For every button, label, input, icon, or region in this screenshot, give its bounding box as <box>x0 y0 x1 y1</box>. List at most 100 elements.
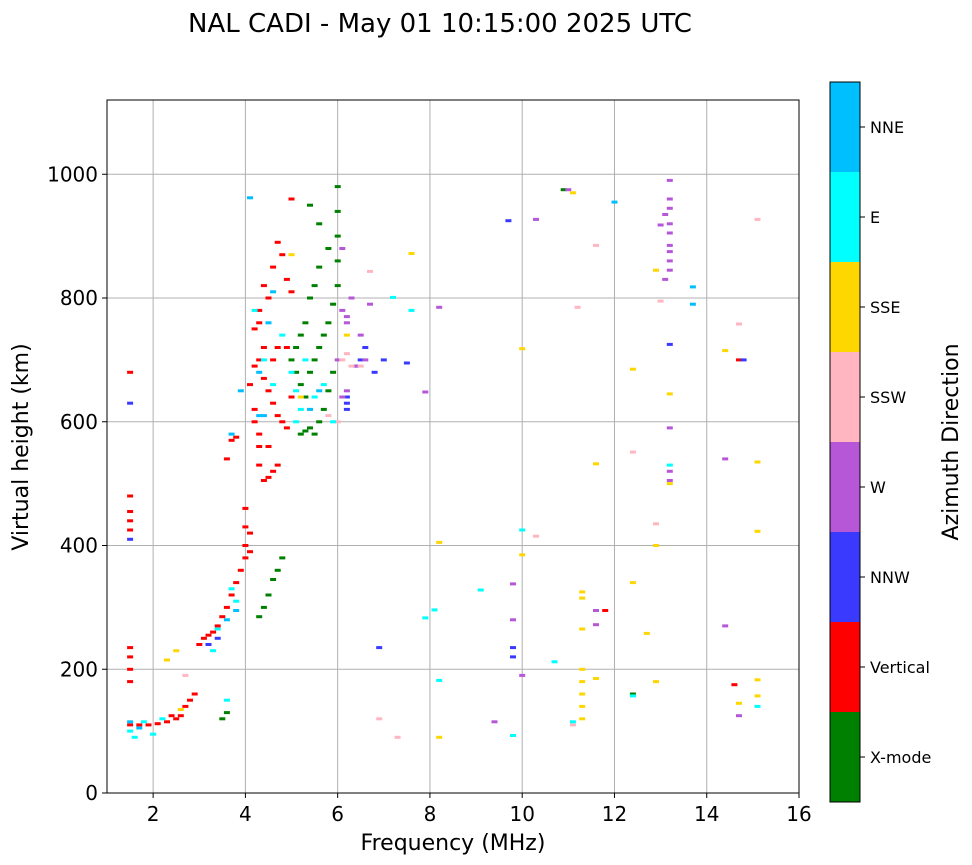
data-point <box>131 735 138 739</box>
y-tick-label: 1000 <box>47 162 98 186</box>
data-point <box>200 636 207 640</box>
colorbar-segment <box>830 622 860 712</box>
data-point <box>754 217 761 221</box>
data-point <box>260 414 267 418</box>
data-point <box>371 370 378 374</box>
data-point <box>666 206 673 210</box>
y-axis-label: Virtual height (km) <box>9 343 34 550</box>
data-point <box>233 609 240 612</box>
data-point <box>325 389 332 393</box>
data-point <box>251 420 258 424</box>
data-point <box>270 383 277 387</box>
data-point <box>274 346 281 349</box>
data-point <box>666 463 673 467</box>
data-point <box>233 435 240 439</box>
data-point <box>297 395 304 399</box>
colorbar-tick-label: NNE <box>870 118 904 137</box>
data-point <box>579 590 586 594</box>
data-point <box>274 414 281 418</box>
data-point <box>297 432 304 436</box>
data-point <box>367 302 373 306</box>
colorbar-tick-label: E <box>870 208 880 227</box>
data-point <box>247 383 253 387</box>
data-point <box>722 349 729 353</box>
data-point <box>242 556 249 560</box>
data-point <box>408 308 415 312</box>
data-point <box>653 544 659 547</box>
colorbar-tick-label: NNW <box>870 568 910 587</box>
colorbar-tick-label: X-mode <box>870 748 931 767</box>
data-point <box>127 510 134 513</box>
data-point <box>579 717 586 721</box>
data-point <box>574 305 581 309</box>
data-point <box>237 389 244 393</box>
data-point <box>334 209 341 213</box>
data-point <box>247 196 253 200</box>
data-point <box>256 370 263 374</box>
data-point <box>127 494 134 498</box>
data-point <box>297 407 304 411</box>
data-point <box>251 327 258 331</box>
data-point <box>219 615 226 619</box>
data-point <box>394 735 401 739</box>
data-point <box>569 723 576 727</box>
data-point <box>593 609 599 612</box>
data-point <box>339 308 346 312</box>
y-axis-ticks: 0 200 400 600 800 1000 <box>47 162 107 805</box>
data-point <box>164 658 170 662</box>
data-point <box>666 243 673 247</box>
data-point <box>736 701 742 705</box>
data-point <box>223 605 230 609</box>
data-point <box>533 217 539 221</box>
data-point <box>666 197 673 201</box>
data-point <box>653 680 659 684</box>
data-point <box>629 694 636 698</box>
data-point <box>274 240 281 244</box>
data-point <box>533 534 539 538</box>
data-point <box>560 188 567 192</box>
data-point <box>260 284 267 288</box>
data-point <box>256 445 263 448</box>
data-point <box>251 364 258 368</box>
data-point <box>579 680 586 684</box>
data-point <box>228 593 235 597</box>
data-point <box>666 469 673 473</box>
data-point <box>662 213 669 216</box>
data-point <box>288 290 295 294</box>
plot-frame <box>106 99 800 794</box>
data-point <box>260 605 267 609</box>
data-point <box>140 720 147 724</box>
data-point <box>689 302 696 306</box>
x-tick-label: 16 <box>786 802 811 826</box>
data-point <box>260 346 267 349</box>
data-point <box>256 358 263 362</box>
data-point <box>297 383 304 387</box>
data-point <box>362 358 369 362</box>
data-point <box>127 655 134 659</box>
data-point <box>579 627 586 631</box>
y-tick-label: 400 <box>60 534 98 558</box>
data-point <box>270 578 277 581</box>
data-point <box>569 720 576 724</box>
data-point <box>666 342 673 346</box>
data-point <box>376 646 383 650</box>
data-point <box>283 277 290 281</box>
data-point <box>611 200 618 204</box>
colorbar-segment <box>830 82 860 172</box>
data-point <box>279 556 286 560</box>
data-point <box>307 426 313 430</box>
data-point <box>311 395 318 399</box>
data-point <box>242 525 249 529</box>
data-point <box>362 346 369 349</box>
data-point <box>754 704 761 708</box>
data-point <box>274 463 281 467</box>
data-point <box>247 531 253 535</box>
data-point <box>293 370 300 374</box>
data-point <box>343 321 350 325</box>
colorbar-tick-label: W <box>870 478 886 497</box>
y-tick-label: 0 <box>85 781 98 805</box>
data-point <box>196 643 203 646</box>
series-w <box>334 178 742 724</box>
data-point <box>316 265 323 269</box>
data-point <box>187 698 193 702</box>
